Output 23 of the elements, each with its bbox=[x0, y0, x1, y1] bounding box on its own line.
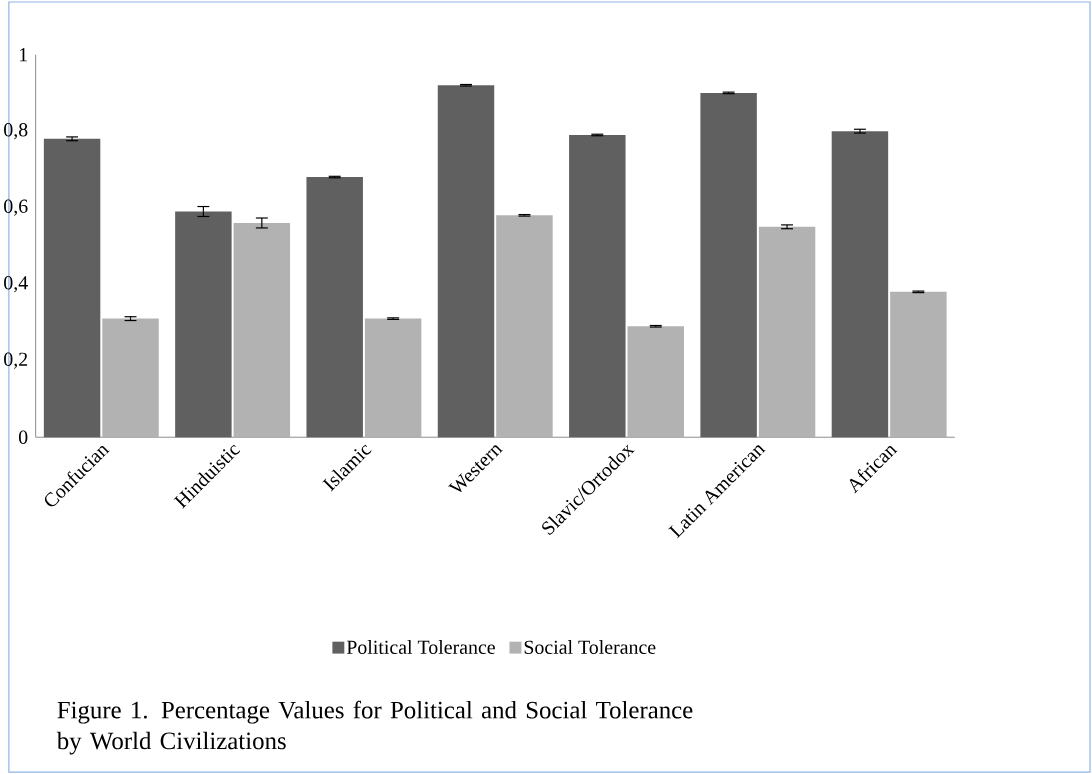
bar bbox=[43, 138, 101, 438]
bar bbox=[364, 318, 422, 438]
bar bbox=[437, 85, 495, 438]
y-tick-label: 0,6 bbox=[4, 199, 28, 216]
bar bbox=[700, 92, 757, 438]
caption: Figure 1. Percentage Values for Political and Social Tolerance by World Civilizations bbox=[56, 700, 693, 755]
bar bbox=[102, 318, 159, 438]
y-tick-label: 1 bbox=[19, 48, 27, 62]
bar bbox=[758, 226, 816, 438]
bar bbox=[175, 211, 232, 438]
y-tick-label: 0,2 bbox=[4, 352, 28, 369]
y-tick-label: 0,8 bbox=[4, 122, 28, 140]
bar bbox=[233, 222, 291, 438]
legend-label: Political Tolerance bbox=[346, 639, 495, 654]
legend-label: Social Tolerance bbox=[524, 639, 656, 654]
bar bbox=[890, 291, 947, 438]
bar bbox=[831, 131, 889, 438]
bar bbox=[569, 134, 626, 438]
y-tick-label: 0 bbox=[18, 430, 28, 444]
bar bbox=[627, 326, 684, 438]
bar bbox=[306, 177, 363, 438]
bar bbox=[496, 215, 553, 438]
y-tick-label: 0,4 bbox=[4, 276, 28, 293]
